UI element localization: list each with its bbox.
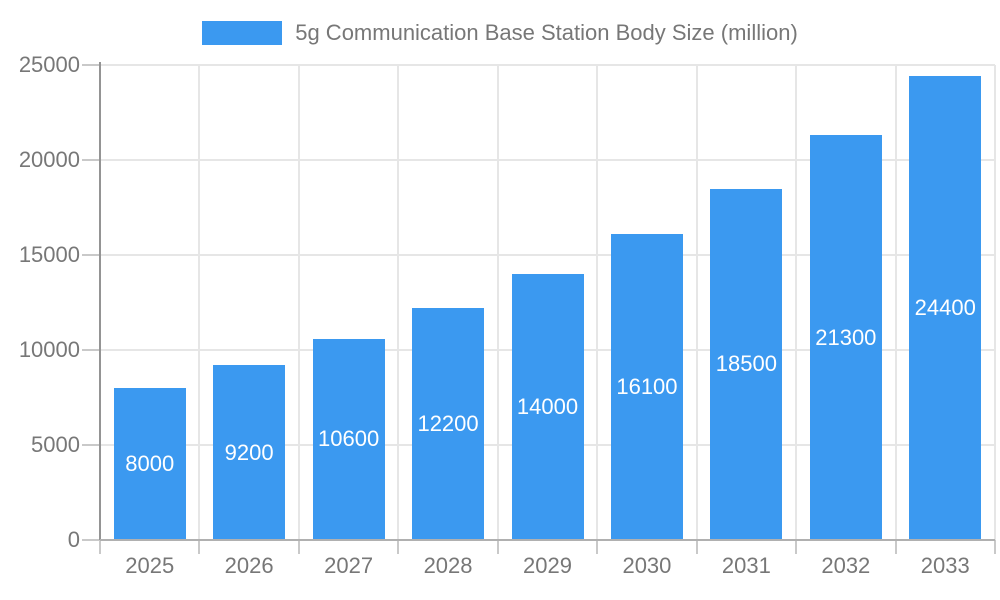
x-tick-mark xyxy=(99,540,101,554)
x-axis-label: 2032 xyxy=(821,553,871,578)
y-gridline xyxy=(100,64,995,66)
x-gridline xyxy=(397,65,400,540)
x-gridline xyxy=(496,65,499,540)
y-axis-label: 5000 xyxy=(31,432,80,457)
y-tick-mark xyxy=(82,254,100,256)
x-tick-mark xyxy=(994,540,996,554)
x-tick-mark xyxy=(198,540,201,554)
x-axis-label: 2027 xyxy=(324,553,374,578)
x-tick-mark xyxy=(496,540,499,554)
legend-swatch xyxy=(202,21,283,45)
bar[interactable]: 21300 xyxy=(809,135,882,540)
x-tick-mark xyxy=(397,540,400,554)
y-tick-mark xyxy=(82,539,100,541)
x-axis-line xyxy=(100,539,995,541)
x-gridline xyxy=(894,65,897,540)
x-gridline xyxy=(695,65,698,540)
bar[interactable]: 16100 xyxy=(610,234,683,540)
bar[interactable]: 12200 xyxy=(412,308,485,540)
bar-value-label: 16100 xyxy=(616,374,678,400)
y-tick-mark xyxy=(82,349,100,351)
y-tick-mark xyxy=(82,64,100,66)
bar-value-label: 12200 xyxy=(417,411,479,437)
x-gridline xyxy=(596,65,599,540)
x-gridline xyxy=(297,65,300,540)
x-axis-label: 2025 xyxy=(125,553,175,578)
bar-value-label: 10600 xyxy=(318,426,380,452)
x-axis-label: 2033 xyxy=(920,553,970,578)
x-tick-mark xyxy=(795,540,798,554)
bar[interactable]: 9200 xyxy=(213,365,286,540)
x-axis-label: 2029 xyxy=(523,553,572,578)
chart-legend[interactable]: 5g Communication Base Station Body Size … xyxy=(0,19,1000,47)
bar[interactable]: 8000 xyxy=(113,388,186,540)
bar-value-label: 21300 xyxy=(815,324,877,350)
x-tick-mark xyxy=(894,540,897,554)
legend-label: 5g Communication Base Station Body Size … xyxy=(295,20,798,45)
x-tick-mark xyxy=(695,540,698,554)
y-axis-label: 20000 xyxy=(18,147,80,172)
y-gridline xyxy=(100,159,995,161)
bar-value-label: 18500 xyxy=(715,351,777,377)
x-axis-label: 2031 xyxy=(721,553,771,578)
bar-value-label: 14000 xyxy=(516,394,579,419)
bar-value-label: 9200 xyxy=(224,439,274,465)
x-axis-label: 2026 xyxy=(224,553,274,578)
x-gridline xyxy=(994,65,996,540)
bar[interactable]: 18500 xyxy=(710,188,783,540)
bar-value-label: 8000 xyxy=(125,451,175,476)
y-tick-mark xyxy=(82,444,100,446)
y-axis-label: 25000 xyxy=(18,52,80,77)
y-axis-label: 10000 xyxy=(18,337,80,362)
y-axis-label: 0 xyxy=(67,527,80,552)
y-axis-line xyxy=(99,62,101,540)
bar[interactable]: 24400 xyxy=(909,76,982,540)
bar[interactable]: 10600 xyxy=(312,338,385,540)
y-gridline xyxy=(100,254,995,256)
x-gridline xyxy=(198,65,201,540)
y-axis-label: 15000 xyxy=(18,242,80,267)
x-tick-mark xyxy=(297,540,300,554)
bar-value-label: 24400 xyxy=(914,295,976,321)
x-gridline xyxy=(795,65,798,540)
x-axis-label: 2028 xyxy=(423,553,473,578)
x-tick-mark xyxy=(596,540,599,554)
y-tick-mark xyxy=(82,159,100,161)
bar[interactable]: 14000 xyxy=(511,274,584,540)
x-axis-label: 2030 xyxy=(622,553,672,578)
